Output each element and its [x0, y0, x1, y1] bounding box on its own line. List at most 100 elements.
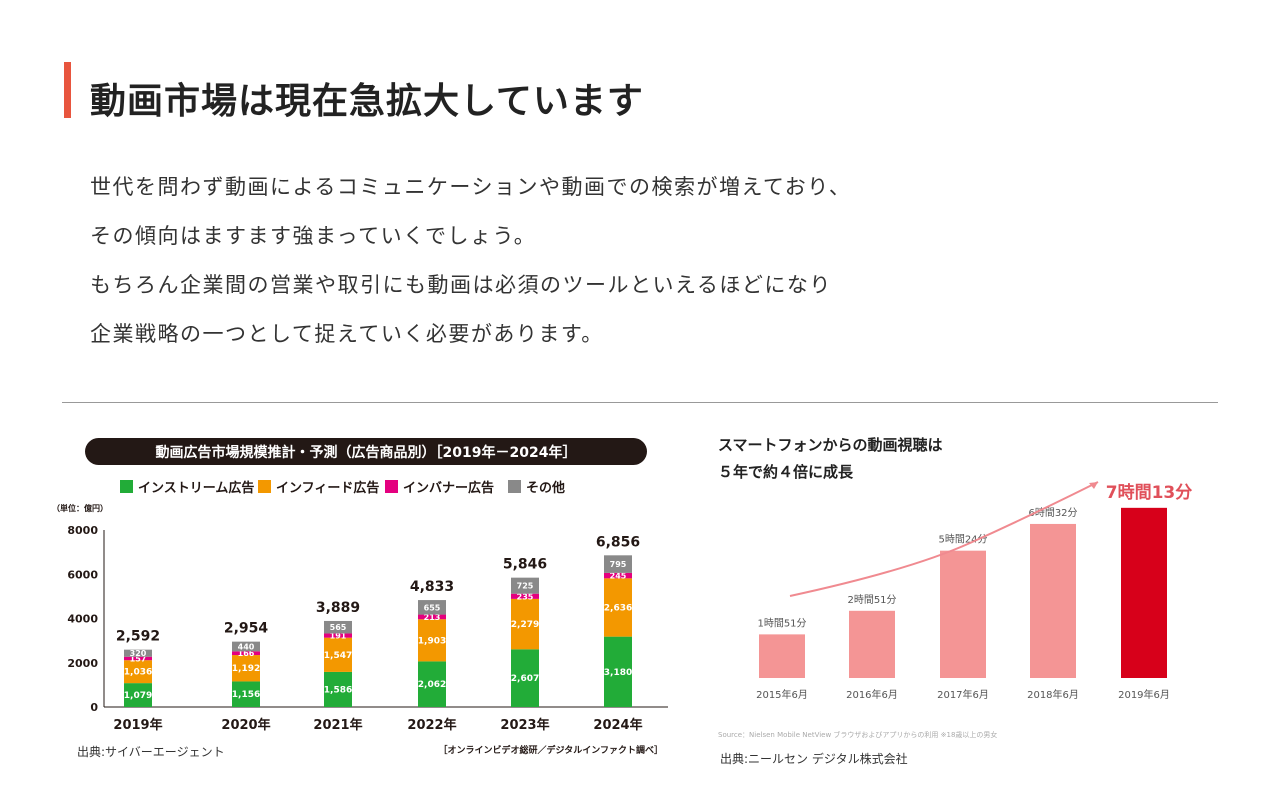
paragraph-line: もちろん企業間の営業や取引にも動画は必須のツールといえるほどになり	[90, 273, 832, 297]
data-label: 2時間51分	[847, 594, 896, 606]
y-tick-label: 6000	[67, 568, 98, 581]
data-label: 2,607	[511, 674, 539, 684]
legend-label: その他	[526, 480, 565, 496]
legend-swatch	[258, 480, 271, 493]
source-note: Source：Nielsen Mobile NetView ブラウザおよびアプリ…	[718, 730, 997, 739]
data-label: 440	[238, 643, 255, 652]
data-label: 3,180	[604, 668, 632, 678]
bar-segment	[124, 683, 152, 707]
x-tick-label: 2018年6月	[1027, 688, 1079, 701]
data-label: 1,547	[324, 651, 352, 661]
bar-segment	[124, 656, 152, 661]
trend-arrow-head	[1089, 482, 1098, 489]
smartphone-viewing-chart: スマートフォンからの動画視聴は ５年で約４倍に成長 1時間51分 2015年6月 2時間…	[718, 436, 1193, 766]
bar	[940, 550, 986, 678]
data-label: 1,079	[124, 691, 152, 701]
legend-swatch	[508, 480, 521, 493]
bar-segment	[418, 661, 446, 707]
trend-arrow-line	[789, 481, 1099, 597]
bar-segment	[418, 600, 446, 615]
paragraph-line: 世代を問わず動画によるコミュニケーションや動画での検索が増えており、	[90, 175, 852, 199]
x-tick-label: 2022年	[407, 717, 456, 733]
data-label: 1,036	[124, 668, 152, 678]
bar-segment	[324, 620, 352, 634]
y-tick-label: 4000	[67, 613, 98, 626]
x-tick-label: 2023年	[500, 717, 549, 733]
data-label: 7時間13分	[1106, 482, 1193, 503]
data-label: 795	[610, 560, 627, 569]
data-label: 725	[517, 582, 534, 591]
data-label: 166	[238, 649, 255, 658]
x-tick-label: 2015年6月	[756, 688, 808, 701]
total-label: 2,954	[224, 621, 269, 637]
bar-segment	[418, 614, 446, 620]
bar-segment	[232, 655, 260, 682]
bar-segment	[511, 577, 539, 594]
total-label: 2,592	[116, 629, 160, 645]
data-label: 213	[424, 613, 441, 622]
bar	[849, 610, 895, 678]
data-label: 320	[130, 649, 147, 658]
legend-swatch	[120, 480, 133, 493]
bar-segment	[511, 598, 539, 650]
data-label: 235	[517, 592, 534, 601]
total-label: 5,846	[503, 557, 547, 573]
chart-title-pill	[85, 438, 647, 465]
bar-segment	[604, 636, 632, 707]
total-label: 4,833	[410, 579, 454, 595]
source-text: 出典:ニールセン デジタル株式会社	[720, 751, 908, 766]
source-text: 出典:サイバーエージェント	[77, 745, 225, 759]
x-tick-label: 2019年6月	[1118, 688, 1170, 701]
bar	[1121, 507, 1167, 678]
data-label: 2,062	[418, 680, 446, 690]
bar-segment	[604, 555, 632, 573]
total-label: 3,889	[316, 600, 360, 616]
data-label: 655	[424, 603, 441, 612]
data-label: 1,156	[232, 690, 260, 700]
data-label: 2,279	[511, 620, 539, 630]
data-label: 565	[330, 623, 347, 632]
x-tick-label: 2017年6月	[937, 688, 989, 701]
bar-segment	[232, 681, 260, 707]
paragraph-line: その傾向はますます強まっていくでしょう。	[90, 224, 537, 248]
bar-segment	[232, 641, 260, 652]
data-label: 245	[610, 572, 627, 581]
bar-segment	[324, 637, 352, 672]
total-label: 6,856	[596, 534, 640, 550]
legend-label: インフィード広告	[276, 480, 379, 496]
bar-segment	[418, 619, 446, 662]
data-label: 191	[330, 632, 347, 641]
x-tick-label: 2016年6月	[846, 688, 898, 701]
bar	[1030, 523, 1076, 678]
legend-label: インストリーム広告	[138, 480, 254, 496]
bar-segment	[604, 578, 632, 637]
x-tick-label: 2021年	[313, 717, 362, 733]
paragraph-line: 企業戦略の一つとして捉えていく必要があります。	[90, 322, 604, 346]
data-label: 2,636	[604, 603, 632, 613]
legend-label: インバナー広告	[403, 480, 494, 496]
bar	[759, 634, 805, 678]
y-tick-label: 2000	[67, 657, 98, 670]
y-tick-label: 0	[90, 701, 98, 714]
page-title: 動画市場は現在急拡大しています	[90, 81, 644, 122]
bar-segment	[604, 572, 632, 579]
data-label: 1時間51分	[757, 617, 806, 629]
bar-segment	[232, 651, 260, 656]
divider	[62, 402, 1218, 403]
x-tick-label: 2019年	[113, 717, 162, 733]
data-label: 6時間32分	[1028, 507, 1077, 519]
data-label: 5時間24分	[938, 534, 987, 546]
bar-segment	[324, 633, 352, 638]
bar-segment	[511, 593, 539, 599]
legend-swatch	[385, 480, 398, 493]
data-label: 1,586	[324, 685, 352, 695]
chart-title: 動画広告市場規模推計・予測（広告商品別）［2019年－2024年］	[156, 444, 577, 461]
chart-title-line: ５年で約４倍に成長	[718, 463, 854, 481]
x-tick-label: 2024年	[593, 717, 642, 733]
data-label: 157	[130, 654, 147, 663]
title-accent-bar	[64, 62, 71, 118]
bar-segment	[124, 649, 152, 657]
y-tick-label: 8000	[67, 524, 98, 537]
bar-segment	[324, 671, 352, 707]
intro-paragraph: 世代を問わず動画によるコミュニケーションや動画での検索が増えており、 その傾向は…	[90, 163, 851, 359]
